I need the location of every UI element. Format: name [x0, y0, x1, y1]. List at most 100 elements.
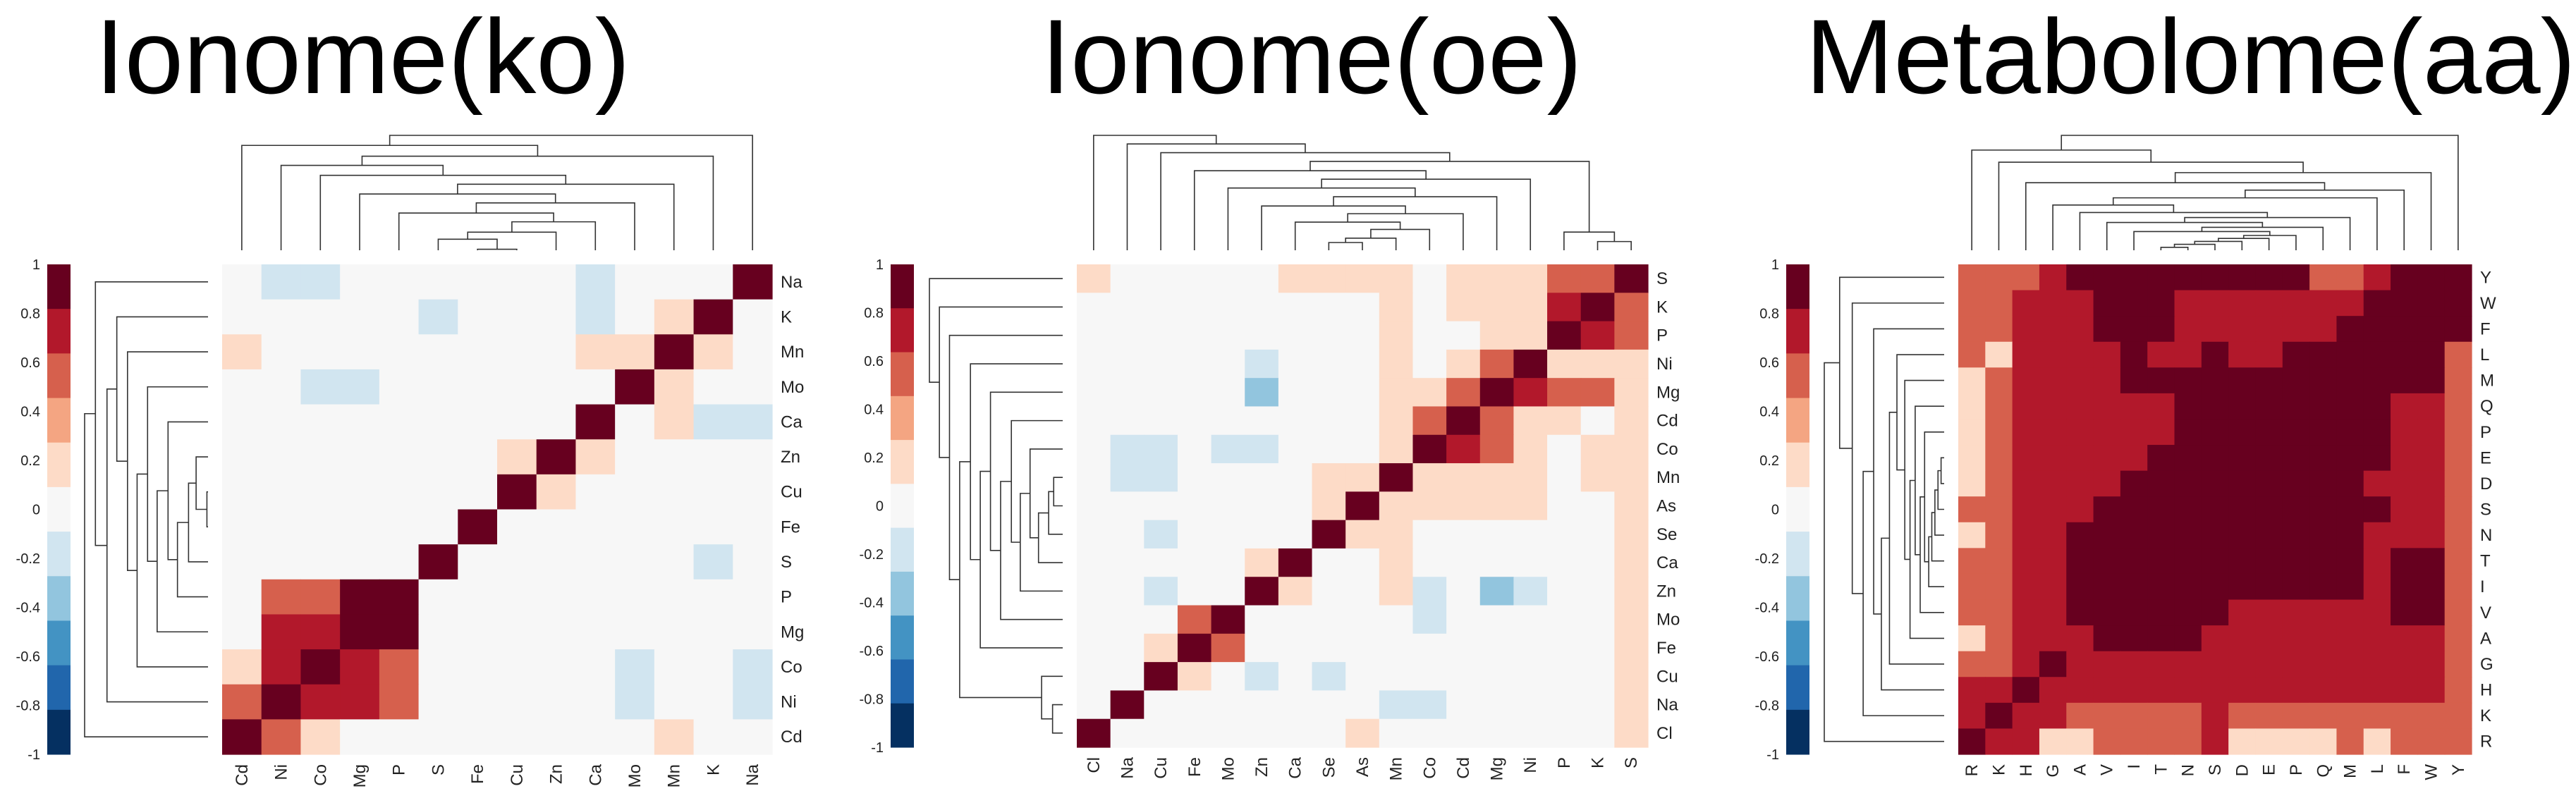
heatmap-cell — [2174, 548, 2202, 575]
row-label: P — [781, 588, 792, 607]
heatmap-cell — [536, 509, 577, 545]
heatmap-cell — [1412, 577, 1447, 606]
heatmap-cell — [1446, 378, 1481, 407]
heatmap-cell — [1110, 633, 1144, 663]
heatmap-cell — [222, 684, 262, 720]
heatmap-cell — [2093, 548, 2121, 575]
heatmap-cell — [2255, 728, 2283, 755]
heatmap-cell — [497, 544, 537, 580]
heatmap-cell — [2363, 264, 2391, 291]
heatmap-cell — [1245, 662, 1279, 692]
heatmap-cell — [1985, 599, 2013, 626]
heatmap-cell — [300, 369, 341, 405]
heatmap-cell — [615, 264, 655, 300]
heatmap-cell — [340, 334, 380, 370]
heatmap-cell — [2417, 445, 2446, 472]
heatmap-cell — [1547, 577, 1582, 606]
column-dendrogram-link — [1261, 205, 1406, 250]
heatmap-cell — [2201, 573, 2229, 601]
heatmap-cell — [340, 544, 380, 580]
heatmap-cell — [1412, 662, 1447, 692]
heatmap-cell — [300, 474, 341, 510]
heatmap-cell — [1110, 293, 1144, 322]
heatmap-cell — [2174, 445, 2202, 472]
heatmap-cell — [2417, 419, 2446, 446]
heatmap-cell — [2255, 702, 2283, 730]
heatmap-cell — [2363, 573, 2391, 601]
heatmap-cell — [1345, 463, 1380, 492]
heatmap-cell — [261, 439, 302, 475]
heatmap-cell — [2093, 290, 2121, 317]
heatmap-cell — [2201, 677, 2229, 704]
heatmap-cell — [222, 369, 262, 405]
row-dendrogram-link — [188, 482, 208, 563]
heatmap-cell — [1513, 690, 1548, 720]
colorbar-tick-label: 0.4 — [1759, 405, 1779, 420]
heatmap-cell — [1278, 463, 1313, 492]
heatmap-cell — [222, 544, 262, 580]
heatmap-cell — [1245, 520, 1279, 549]
heatmap-cell — [340, 474, 380, 510]
heatmap-cell — [2120, 290, 2148, 317]
heatmap-cell — [1278, 520, 1313, 549]
heatmap-cell — [1412, 293, 1447, 322]
heatmap-cell — [654, 579, 695, 615]
row-dendrogram-link — [1053, 477, 1063, 507]
heatmap-cell — [2444, 728, 2472, 755]
heatmap-cell — [1446, 520, 1481, 549]
heatmap-cell — [2174, 367, 2202, 394]
heatmap-cell — [1446, 321, 1481, 350]
row-dendrogram-link — [1931, 512, 1944, 562]
heatmap-cell — [2444, 651, 2472, 677]
heatmap-cell — [536, 439, 577, 475]
heatmap-cell — [654, 369, 695, 405]
heatmap-cell — [1547, 633, 1582, 663]
heatmap-cell — [1580, 690, 1615, 720]
heatmap-cell — [1479, 434, 1515, 464]
heatmap-cell — [654, 439, 695, 475]
colorbar-tick-label: 0.2 — [20, 453, 40, 469]
heatmap-cell — [2309, 290, 2338, 317]
heatmap-cell — [1547, 548, 1582, 577]
colorbar-tick-label: -0.8 — [860, 692, 884, 708]
heatmap-cell — [2201, 264, 2229, 291]
column-dendrogram-link — [2174, 172, 2432, 250]
column-dendrogram-link — [467, 231, 557, 250]
heatmap-cell — [1077, 633, 1111, 663]
column-label: Mo — [625, 764, 645, 787]
heatmap-cell — [418, 369, 458, 405]
heatmap-cell — [1446, 718, 1481, 748]
row-label: Zn — [781, 448, 800, 467]
row-label: Cu — [1656, 667, 1678, 686]
heatmap-cell — [693, 334, 733, 370]
heatmap-cell — [1985, 651, 2013, 677]
heatmap-cell — [1177, 406, 1212, 436]
heatmap-cell — [1177, 605, 1212, 634]
column-dendrogram-link — [1597, 240, 1632, 250]
heatmap-cell — [1278, 690, 1313, 720]
colorbar-tick-label: 0.6 — [864, 354, 884, 369]
heatmap-cell — [2391, 367, 2418, 394]
heatmap-cell — [1958, 290, 1986, 317]
heatmap-cell — [2282, 599, 2310, 626]
heatmap-cell — [2391, 470, 2418, 497]
heatmap-cell — [2309, 625, 2338, 652]
heatmap-cell — [2093, 625, 2121, 652]
heatmap-cell — [2228, 445, 2257, 472]
heatmap-cell — [615, 369, 655, 405]
heatmap-cell — [1312, 378, 1346, 407]
heatmap-cell — [2093, 573, 2121, 601]
heatmap-cell — [1580, 718, 1615, 748]
heatmap-cell — [1985, 341, 2013, 368]
heatmap-cell — [2012, 522, 2040, 548]
heatmap-cell — [2174, 522, 2202, 548]
heatmap-cell — [2417, 393, 2446, 420]
heatmap-cell — [2336, 470, 2364, 497]
heatmap-cell — [2201, 496, 2229, 523]
row-label: S — [1656, 269, 1668, 288]
heatmap-cell — [340, 264, 380, 300]
heatmap-cell — [340, 404, 380, 440]
heatmap-cell — [222, 474, 262, 510]
heatmap-cell — [1345, 690, 1380, 720]
colorbar-segment — [891, 615, 914, 660]
